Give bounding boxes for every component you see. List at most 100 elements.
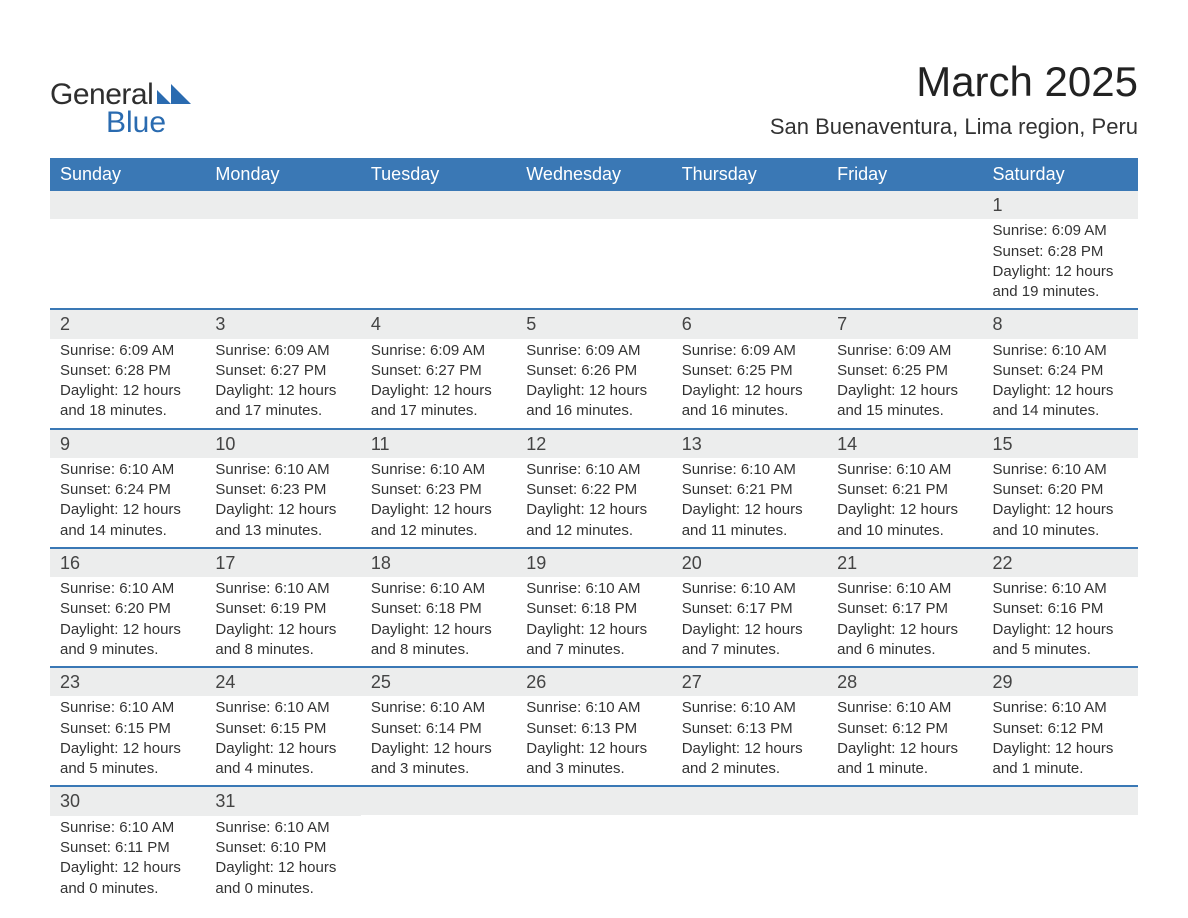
daylight-line2: and 8 minutes. — [215, 640, 350, 660]
daylight-line1: Daylight: 12 hours — [682, 620, 817, 640]
day-body: Sunrise: 6:10 AMSunset: 6:10 PMDaylight:… — [205, 816, 360, 905]
daylight-line2: and 10 minutes. — [837, 521, 972, 541]
daylight-line2: and 15 minutes. — [837, 401, 972, 421]
day-body: Sunrise: 6:10 AMSunset: 6:19 PMDaylight:… — [205, 577, 360, 666]
day-number-empty — [672, 787, 827, 815]
daylight-line1: Daylight: 12 hours — [682, 381, 817, 401]
day-body: Sunrise: 6:09 AMSunset: 6:26 PMDaylight:… — [516, 339, 671, 428]
daylight-line1: Daylight: 12 hours — [60, 500, 195, 520]
day-cell — [827, 786, 982, 904]
day-number: 4 — [361, 310, 516, 338]
sunset-text: Sunset: 6:10 PM — [215, 838, 350, 858]
daylight-line1: Daylight: 12 hours — [837, 500, 972, 520]
daylight-line2: and 12 minutes. — [526, 521, 661, 541]
sunrise-text: Sunrise: 6:10 AM — [60, 460, 195, 480]
day-number: 8 — [983, 310, 1138, 338]
sunset-text: Sunset: 6:23 PM — [215, 480, 350, 500]
day-cell: 31Sunrise: 6:10 AMSunset: 6:10 PMDayligh… — [205, 786, 360, 904]
sunset-text: Sunset: 6:12 PM — [837, 719, 972, 739]
day-body: Sunrise: 6:10 AMSunset: 6:18 PMDaylight:… — [516, 577, 671, 666]
day-body: Sunrise: 6:10 AMSunset: 6:12 PMDaylight:… — [827, 696, 982, 785]
sunrise-text: Sunrise: 6:10 AM — [371, 460, 506, 480]
week-row: 2Sunrise: 6:09 AMSunset: 6:28 PMDaylight… — [50, 309, 1138, 428]
daylight-line1: Daylight: 12 hours — [682, 739, 817, 759]
day-cell: 8Sunrise: 6:10 AMSunset: 6:24 PMDaylight… — [983, 309, 1138, 428]
sunset-text: Sunset: 6:24 PM — [60, 480, 195, 500]
daylight-line2: and 16 minutes. — [682, 401, 817, 421]
sunrise-text: Sunrise: 6:09 AM — [837, 341, 972, 361]
sunset-text: Sunset: 6:19 PM — [215, 599, 350, 619]
day-body: Sunrise: 6:10 AMSunset: 6:11 PMDaylight:… — [50, 816, 205, 905]
sunset-text: Sunset: 6:24 PM — [993, 361, 1128, 381]
week-row: 23Sunrise: 6:10 AMSunset: 6:15 PMDayligh… — [50, 667, 1138, 786]
day-number: 6 — [672, 310, 827, 338]
sunset-text: Sunset: 6:14 PM — [371, 719, 506, 739]
day-body: Sunrise: 6:10 AMSunset: 6:20 PMDaylight:… — [50, 577, 205, 666]
sunset-text: Sunset: 6:18 PM — [526, 599, 661, 619]
sunrise-text: Sunrise: 6:10 AM — [215, 698, 350, 718]
day-number: 16 — [50, 549, 205, 577]
daylight-line2: and 16 minutes. — [526, 401, 661, 421]
title-location: San Buenaventura, Lima region, Peru — [770, 114, 1138, 140]
day-cell: 9Sunrise: 6:10 AMSunset: 6:24 PMDaylight… — [50, 429, 205, 548]
daylight-line1: Daylight: 12 hours — [526, 500, 661, 520]
sunrise-text: Sunrise: 6:10 AM — [837, 460, 972, 480]
weekday-header: Saturday — [983, 158, 1138, 191]
day-cell: 30Sunrise: 6:10 AMSunset: 6:11 PMDayligh… — [50, 786, 205, 904]
day-number: 23 — [50, 668, 205, 696]
sunrise-text: Sunrise: 6:09 AM — [215, 341, 350, 361]
day-body: Sunrise: 6:09 AMSunset: 6:28 PMDaylight:… — [983, 219, 1138, 308]
daylight-line2: and 8 minutes. — [371, 640, 506, 660]
sunrise-text: Sunrise: 6:10 AM — [215, 460, 350, 480]
sunrise-text: Sunrise: 6:10 AM — [371, 579, 506, 599]
daylight-line1: Daylight: 12 hours — [993, 620, 1128, 640]
day-number-empty — [361, 191, 516, 219]
day-body: Sunrise: 6:09 AMSunset: 6:27 PMDaylight:… — [361, 339, 516, 428]
daylight-line2: and 7 minutes. — [526, 640, 661, 660]
weekday-header: Sunday — [50, 158, 205, 191]
sunrise-text: Sunrise: 6:10 AM — [371, 698, 506, 718]
week-row: 1Sunrise: 6:09 AMSunset: 6:28 PMDaylight… — [50, 191, 1138, 309]
sunrise-text: Sunrise: 6:10 AM — [837, 579, 972, 599]
daylight-line1: Daylight: 12 hours — [215, 381, 350, 401]
sunset-text: Sunset: 6:23 PM — [371, 480, 506, 500]
sunset-text: Sunset: 6:20 PM — [60, 599, 195, 619]
daylight-line2: and 2 minutes. — [682, 759, 817, 779]
daylight-line2: and 11 minutes. — [682, 521, 817, 541]
day-cell: 7Sunrise: 6:09 AMSunset: 6:25 PMDaylight… — [827, 309, 982, 428]
daylight-line2: and 3 minutes. — [371, 759, 506, 779]
day-body: Sunrise: 6:10 AMSunset: 6:15 PMDaylight:… — [205, 696, 360, 785]
sunset-text: Sunset: 6:18 PM — [371, 599, 506, 619]
sunset-text: Sunset: 6:13 PM — [682, 719, 817, 739]
day-body: Sunrise: 6:10 AMSunset: 6:24 PMDaylight:… — [983, 339, 1138, 428]
day-number: 7 — [827, 310, 982, 338]
sunrise-text: Sunrise: 6:10 AM — [682, 698, 817, 718]
logo-flag-icon — [157, 82, 191, 109]
day-number: 31 — [205, 787, 360, 815]
daylight-line1: Daylight: 12 hours — [837, 381, 972, 401]
sunrise-text: Sunrise: 6:10 AM — [60, 698, 195, 718]
day-cell: 28Sunrise: 6:10 AMSunset: 6:12 PMDayligh… — [827, 667, 982, 786]
sunset-text: Sunset: 6:13 PM — [526, 719, 661, 739]
day-body: Sunrise: 6:10 AMSunset: 6:12 PMDaylight:… — [983, 696, 1138, 785]
sunrise-text: Sunrise: 6:10 AM — [993, 460, 1128, 480]
sunrise-text: Sunrise: 6:10 AM — [215, 818, 350, 838]
calendar-table: Sunday Monday Tuesday Wednesday Thursday… — [50, 158, 1138, 905]
day-number: 1 — [983, 191, 1138, 219]
weekday-header-row: Sunday Monday Tuesday Wednesday Thursday… — [50, 158, 1138, 191]
sunset-text: Sunset: 6:17 PM — [682, 599, 817, 619]
daylight-line2: and 5 minutes. — [993, 640, 1128, 660]
daylight-line1: Daylight: 12 hours — [371, 620, 506, 640]
day-number: 18 — [361, 549, 516, 577]
day-number-empty — [361, 787, 516, 815]
sunset-text: Sunset: 6:15 PM — [215, 719, 350, 739]
daylight-line2: and 13 minutes. — [215, 521, 350, 541]
day-number-empty — [50, 191, 205, 219]
daylight-line2: and 19 minutes. — [993, 282, 1128, 302]
sunrise-text: Sunrise: 6:10 AM — [993, 579, 1128, 599]
day-number: 17 — [205, 549, 360, 577]
sunset-text: Sunset: 6:22 PM — [526, 480, 661, 500]
daylight-line1: Daylight: 12 hours — [837, 739, 972, 759]
day-body: Sunrise: 6:09 AMSunset: 6:28 PMDaylight:… — [50, 339, 205, 428]
day-cell: 4Sunrise: 6:09 AMSunset: 6:27 PMDaylight… — [361, 309, 516, 428]
